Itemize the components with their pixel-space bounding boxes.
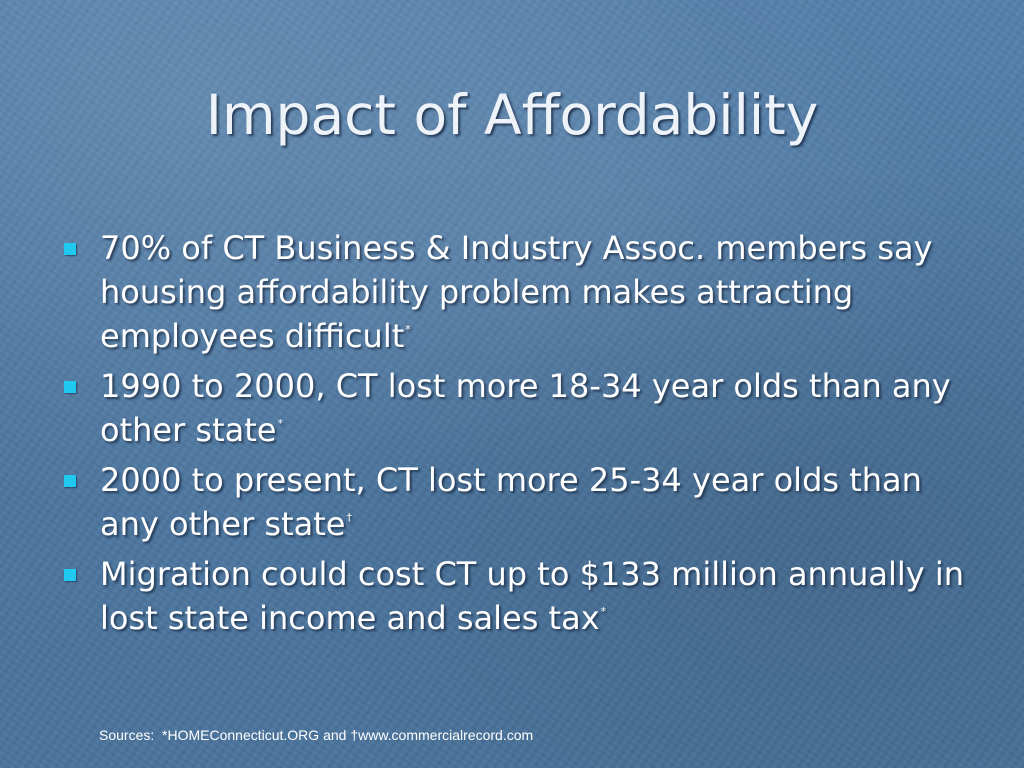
square-bullet-icon bbox=[64, 569, 76, 581]
footnote-marker: * bbox=[277, 417, 283, 430]
footnote-marker: * bbox=[600, 605, 607, 618]
bullet-text: 1990 to 2000, CT lost more 18-34 year ol… bbox=[100, 367, 951, 449]
bullet-text: Migration could cost CT up to $133 milli… bbox=[100, 555, 965, 637]
footnote-marker: * bbox=[405, 323, 411, 336]
footnote-marker: † bbox=[346, 511, 352, 524]
bullet-text: 2000 to present, CT lost more 25-34 year… bbox=[100, 461, 922, 543]
bullet-item: 2000 to present, CT lost more 25-34 year… bbox=[60, 458, 980, 546]
slide-title: Impact of Affordability bbox=[205, 83, 819, 147]
sources-footnote: Sources: *HOMEConnecticut.ORG and †www.c… bbox=[99, 727, 534, 743]
square-bullet-icon bbox=[64, 381, 76, 393]
bullet-item: 1990 to 2000, CT lost more 18-34 year ol… bbox=[60, 364, 980, 452]
bullet-item: 70% of CT Business & Industry Assoc. mem… bbox=[60, 226, 980, 358]
square-bullet-icon bbox=[64, 475, 76, 487]
bullet-text: 70% of CT Business & Industry Assoc. mem… bbox=[100, 229, 933, 355]
bullet-list: 70% of CT Business & Industry Assoc. mem… bbox=[60, 226, 980, 646]
square-bullet-icon bbox=[64, 243, 76, 255]
bullet-item: Migration could cost CT up to $133 milli… bbox=[60, 552, 980, 640]
